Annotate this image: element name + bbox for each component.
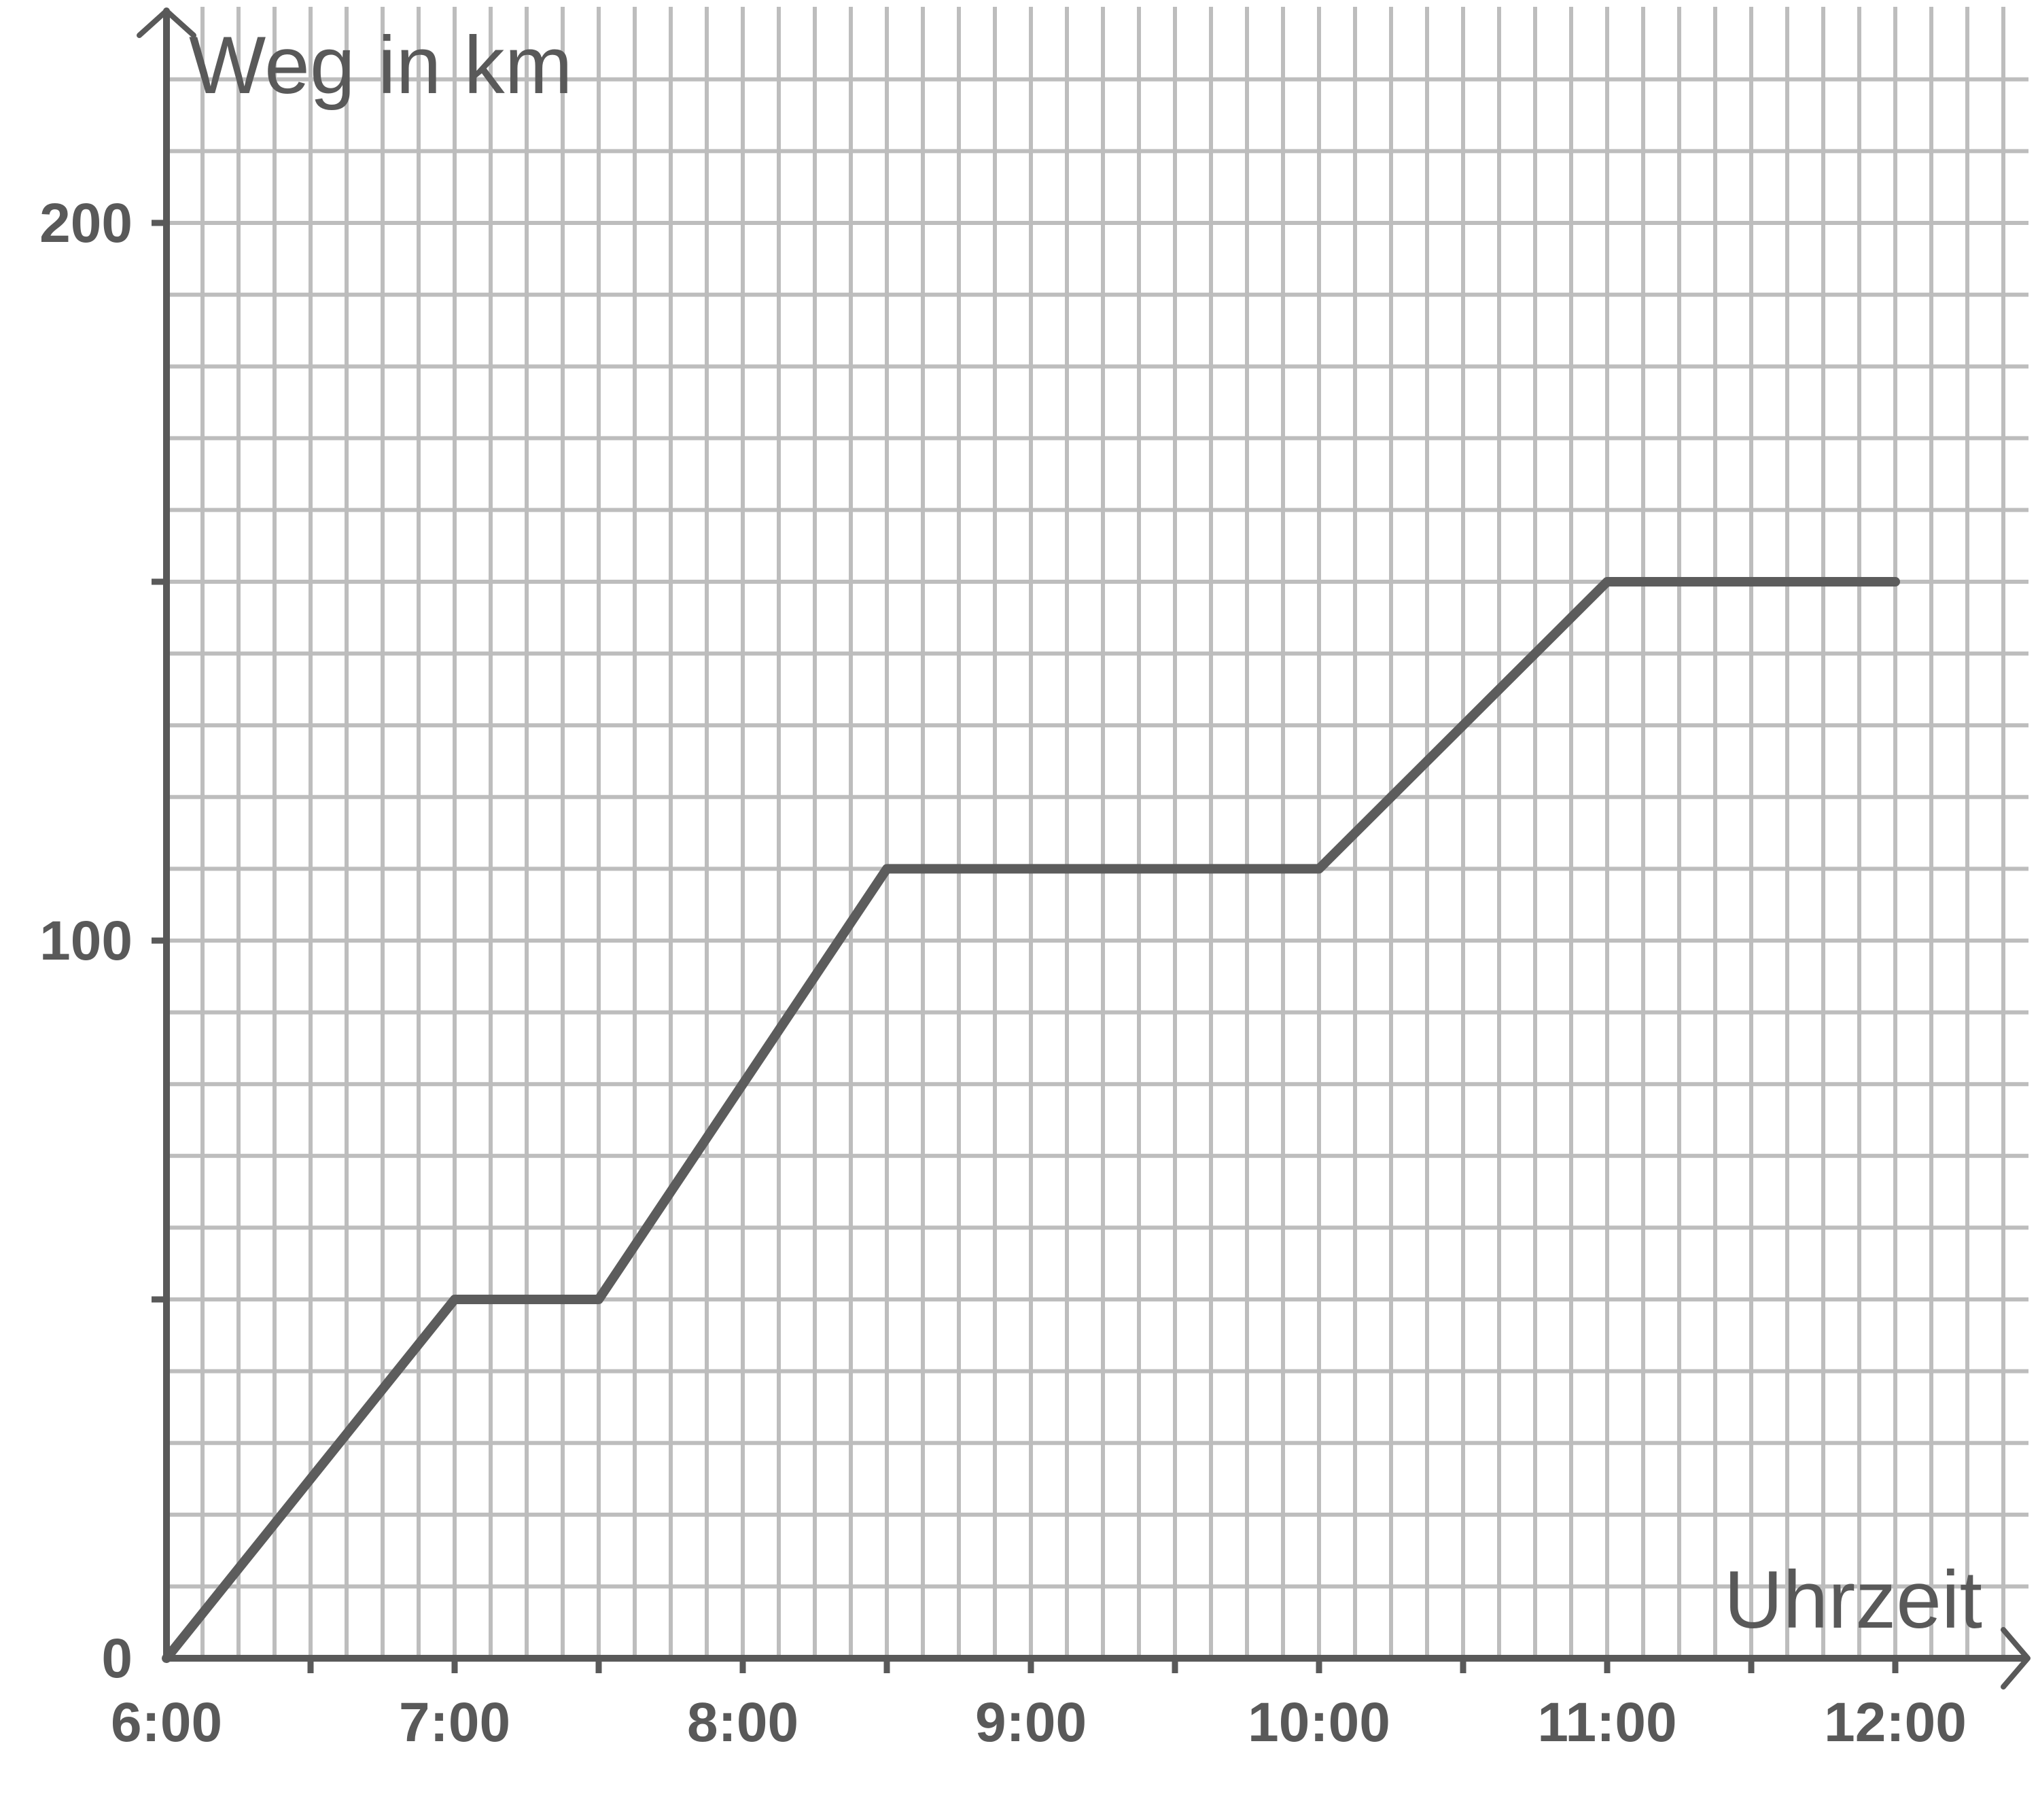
ticks: 6:00 7:00 8:00 9:00 10:00 11:00 12:00 0 100 200 [39, 192, 1967, 1753]
x-axis-title: Uhrzeit [1724, 1554, 1982, 1645]
series-group [162, 577, 1900, 1663]
y-tick-label: 100 [39, 910, 133, 972]
x-tick-label: 8:00 [687, 1692, 798, 1753]
y-axis-title: Weg in km [189, 20, 573, 111]
series-line [162, 577, 1900, 1663]
y-tick-label: 200 [39, 192, 133, 254]
grid [166, 7, 2028, 1658]
x-tick-label: 6:00 [111, 1692, 222, 1753]
x-tick-label: 12:00 [1824, 1692, 1967, 1753]
x-tick-label: 10:00 [1248, 1692, 1390, 1753]
x-tick-label: 7:00 [399, 1692, 510, 1753]
x-tick-label: 9:00 [975, 1692, 1087, 1753]
y-tick-label: 0 [101, 1628, 133, 1690]
x-tick-label: 11:00 [1537, 1692, 1676, 1753]
axes [137, 7, 2031, 1690]
x-axis-arrow-icon [2001, 1627, 2031, 1690]
y-axis-arrow-icon [137, 8, 196, 38]
